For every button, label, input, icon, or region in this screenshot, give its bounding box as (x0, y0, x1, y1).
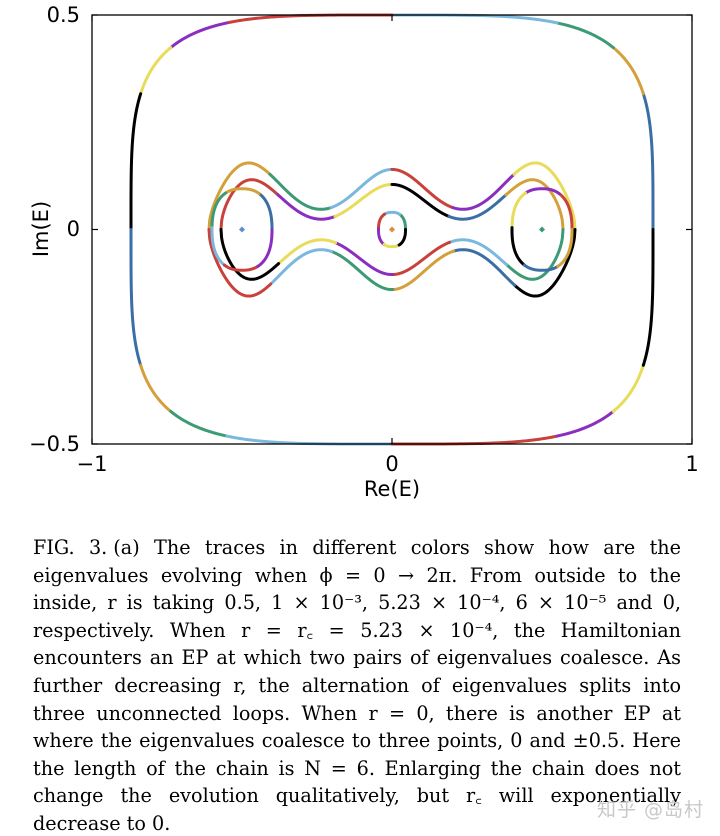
small-loop-2-segment (377, 212, 387, 231)
small-loop-1-segment (210, 226, 226, 267)
ep-curve-segment (219, 228, 281, 281)
outer-loop-segment (390, 13, 559, 25)
ep-curve-segment (219, 178, 280, 231)
ep-curve-segment (504, 178, 565, 231)
three-lobe-curve-segment (269, 248, 334, 286)
x-tick-label-center: 0 (385, 452, 398, 476)
small-loop-2-segment (398, 212, 407, 231)
small-loop-2-segment (383, 210, 402, 216)
outer-loop-segment (139, 363, 173, 413)
eigenvalue-point-2 (389, 226, 395, 233)
ep-curve-segment (277, 238, 338, 266)
eigenvalue-trace-chart: 0.5 0 −0.5 −1 0 1 Re(E) Im(E) (29, 3, 699, 501)
ep-curve-segment (333, 182, 394, 218)
outer-loop-segment (169, 21, 229, 50)
small-loop-1-segment (224, 187, 261, 195)
small-loop-2-segment (377, 227, 386, 246)
three-lobe-curve-segment (207, 228, 273, 298)
figure-caption-text: (a) The traces in different colors show … (33, 536, 681, 835)
small-loop-3-segment (524, 187, 561, 195)
ep-curve-segment (448, 238, 509, 267)
outer-loop-segment (641, 228, 655, 367)
eigenvalue-point-1 (239, 226, 245, 233)
small-loop-1-segment (222, 263, 260, 272)
y-tick-label-middle: 0 (67, 217, 80, 241)
ep-curve-segment (390, 182, 451, 218)
outer-loop-segment (225, 13, 394, 25)
ep-curve-segment (505, 228, 565, 281)
outer-loop-segment (129, 92, 143, 231)
small-loop-2-segment (397, 228, 407, 247)
outer-loop-segment (390, 434, 559, 446)
figure-caption-label: FIG. 3. (33, 536, 108, 559)
figure-caption: FIG. 3. (a) The traces in different color… (33, 534, 681, 836)
outer-loop-segment (139, 46, 173, 96)
ep-curve-segment (334, 241, 395, 277)
three-lobe-curve-segment (330, 250, 395, 292)
outer-loop-segment (611, 363, 645, 413)
small-loop-1-segment (257, 191, 274, 231)
outer-loop-segment (225, 434, 394, 446)
three-lobe-curve-segment (451, 172, 516, 211)
three-lobe-curve-segment (207, 161, 272, 231)
small-loop-2-segment (382, 242, 401, 249)
three-lobe-curve-segment (512, 161, 577, 231)
y-axis-title: Im(E) (29, 201, 53, 257)
outer-loop-segment (169, 409, 229, 438)
ep-curve-segment (447, 193, 508, 221)
watermark: 知乎 @岛村 (596, 799, 704, 821)
three-lobe-curve-segment (268, 172, 333, 211)
outer-loop-segment (555, 21, 615, 50)
small-loop-3-segment (510, 191, 528, 230)
y-tick-label-bottom: −0.5 (29, 432, 80, 456)
plot-points (239, 226, 545, 233)
axis-ticks (91, 14, 693, 445)
eigenvalue-point-3 (539, 226, 545, 233)
three-lobe-curve-segment (452, 248, 517, 287)
x-tick-label-left: −1 (77, 452, 108, 476)
ep-curve-segment (391, 240, 452, 277)
small-loop-1-segment (256, 228, 274, 268)
x-tick-label-right: 1 (685, 452, 698, 476)
three-lobe-curve-segment (390, 167, 455, 210)
y-tick-label-top: 0.5 (47, 3, 80, 27)
plot-curves (129, 13, 655, 446)
outer-loop-segment (129, 228, 143, 367)
outer-loop-segment (555, 409, 615, 438)
outer-loop-segment (641, 92, 655, 231)
small-loop-1-segment (210, 191, 228, 230)
small-loop-3-segment (522, 263, 560, 272)
three-lobe-curve-segment (513, 228, 577, 298)
three-lobe-curve-segment (391, 249, 456, 292)
outer-loop-segment (611, 46, 645, 96)
small-loop-3-segment (556, 228, 574, 268)
x-axis-title: Re(E) (364, 477, 420, 501)
small-loop-3-segment (557, 191, 574, 231)
ep-curve-segment (276, 193, 337, 221)
small-loop-3-segment (510, 226, 526, 267)
three-lobe-curve-segment (329, 167, 394, 210)
